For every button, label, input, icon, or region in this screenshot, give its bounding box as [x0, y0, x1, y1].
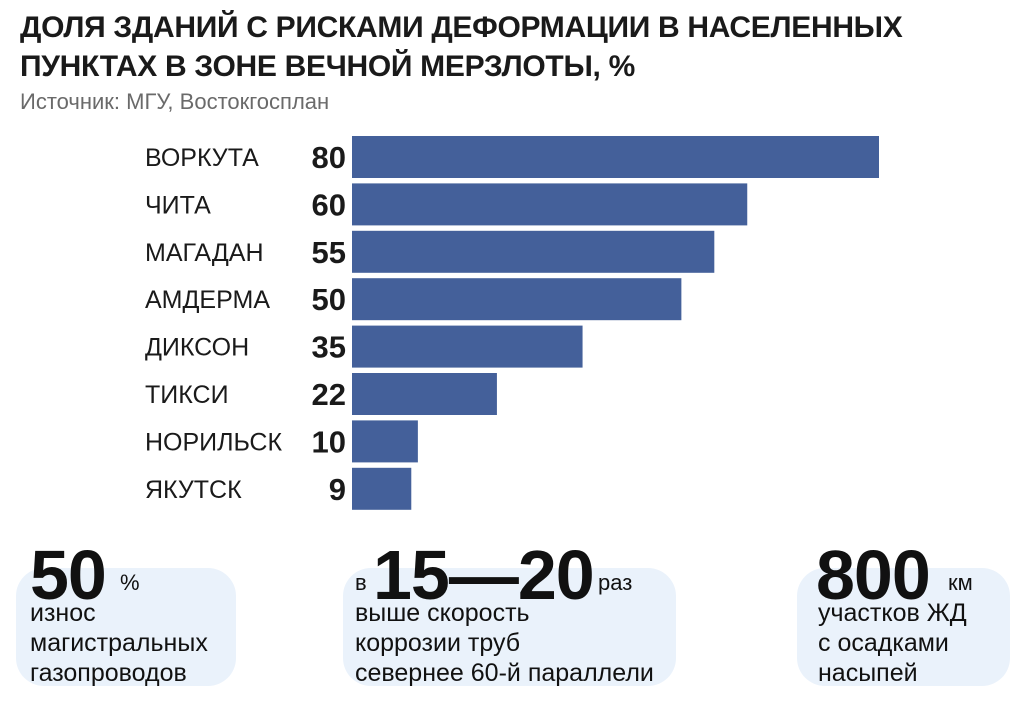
stat-1-caption-line-3: газопроводов: [30, 659, 187, 687]
category-label: ЧИТА: [145, 191, 211, 219]
stat-3-caption-line-2: с осадками: [818, 629, 949, 657]
stat-1-caption-line-2: магистральных: [30, 629, 208, 657]
stat-1-unit: %: [120, 570, 140, 595]
category-label: АМДЕРМА: [145, 286, 270, 314]
stat-3-caption-line-3: насыпей: [818, 659, 918, 687]
category-label: МАГАДАН: [145, 239, 264, 267]
bar: [352, 278, 682, 321]
stat-2-caption-line-3: севернее 60-й параллели: [355, 659, 654, 687]
chart-source: Источник: МГУ, Востокгосплан: [20, 89, 330, 114]
category-label: ЯКУТСК: [145, 476, 242, 504]
data-label: 80: [312, 140, 346, 175]
data-label: 9: [329, 472, 346, 507]
bar: [352, 325, 583, 368]
category-label: ДИКСОН: [145, 334, 249, 362]
bar-chart: ВОРКУТА 80 ЧИТА 60 МАГАДАН 55 АМДЕРМА 50 ДИКСОН 3…: [145, 136, 879, 510]
chart-title-line-2: ПУНКТАХ В ЗОНЕ ВЕЧНОЙ МЕРЗЛОТЫ, %: [20, 50, 635, 83]
stat-2-background: [343, 568, 676, 686]
stat-2-prefix: в: [355, 570, 367, 595]
stat-2-value: 15—20: [373, 536, 595, 614]
stat-1-caption-line-1: износ: [30, 599, 96, 627]
stat-3-value: 800: [816, 536, 931, 614]
bar: [352, 136, 879, 178]
data-label: 50: [312, 282, 346, 317]
chart-title-line-1: ДОЛЯ ЗДАНИЙ С РИСКАМИ ДЕФОРМАЦИИ В НАСЕЛ…: [20, 11, 903, 44]
stat-2-caption-line-2: коррозии труб: [355, 629, 521, 657]
data-label: 35: [312, 330, 346, 365]
bar: [352, 467, 412, 510]
bar: [352, 420, 418, 463]
data-label: 10: [312, 424, 346, 459]
stat-3-background: [797, 568, 1010, 686]
stat-1-value: 50: [30, 536, 107, 614]
stat-3-caption-line-1: участков ЖД: [818, 599, 967, 627]
category-label: НОРИЛЬСК: [145, 428, 282, 456]
data-label: 55: [312, 235, 346, 270]
category-label: ВОРКУТА: [145, 144, 259, 172]
category-label: ТИКСИ: [145, 381, 229, 409]
bar: [352, 373, 497, 415]
bar: [352, 183, 748, 226]
stat-2-unit: раз: [598, 570, 633, 595]
data-label: 60: [312, 187, 346, 222]
stat-3-unit: км: [948, 570, 973, 595]
data-label: 22: [312, 377, 346, 412]
bar: [352, 230, 715, 273]
chart-title: ДОЛЯ ЗДАНИЙ С РИСКАМИ ДЕФОРМАЦИИ В НАСЕЛ…: [20, 8, 1010, 86]
stat-2-caption-line-1: выше скорость: [355, 599, 530, 627]
stat-1-background: [16, 568, 236, 686]
